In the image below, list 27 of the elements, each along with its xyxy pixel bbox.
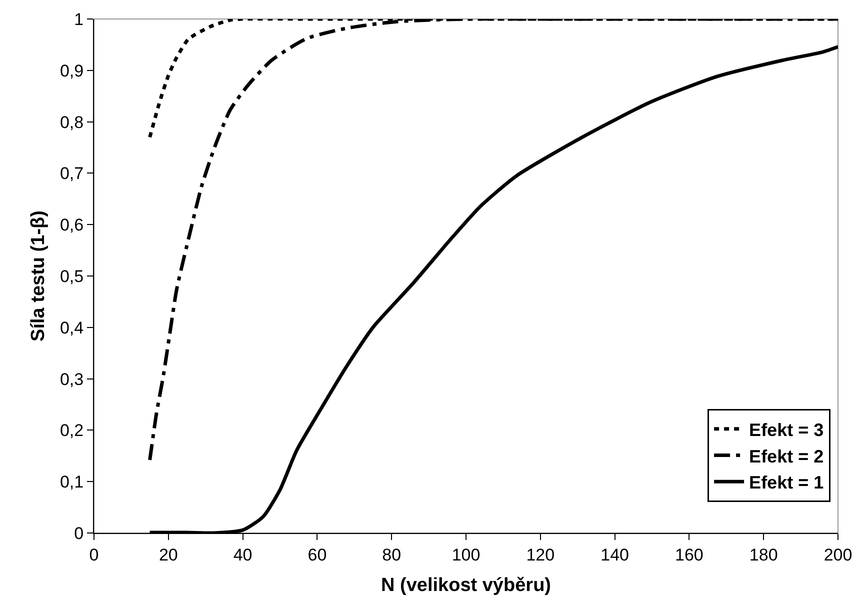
legend-label: Efekt = 2: [749, 446, 824, 466]
y-axis-title: Síla testu (1-β): [28, 210, 49, 342]
x-axis-title: N (velikost výběru): [381, 575, 551, 596]
y-tick-label: 0: [74, 524, 84, 543]
y-tick-label: 1: [74, 10, 84, 29]
x-tick-label: 180: [749, 545, 778, 564]
x-tick-label: 40: [233, 545, 252, 564]
y-tick-label: 0,6: [60, 216, 84, 235]
x-tick-label: 80: [382, 545, 402, 564]
y-tick-label: 0,8: [60, 112, 84, 132]
y-tick-label: 0,1: [60, 472, 84, 492]
x-tick-label: 100: [452, 545, 480, 564]
legend-label: Efekt = 3: [749, 420, 824, 440]
x-tick-label: 20: [158, 545, 178, 564]
x-tick-label: 0: [89, 545, 99, 564]
x-tick-label: 200: [824, 545, 852, 564]
y-tick-label: 0,5: [60, 266, 84, 286]
y-tick-label: 0,2: [60, 421, 84, 440]
y-tick-label: 0,3: [60, 370, 84, 389]
x-tick-label: 160: [675, 545, 704, 564]
x-tick-label: 140: [600, 545, 629, 564]
y-tick-label: 0,4: [60, 318, 84, 338]
x-tick-label: 60: [308, 545, 327, 564]
y-tick-label: 0,7: [60, 164, 84, 184]
legend-label: Efekt = 1: [749, 472, 824, 493]
y-tick-label: 0,9: [60, 61, 84, 80]
x-tick-label: 120: [526, 545, 555, 564]
